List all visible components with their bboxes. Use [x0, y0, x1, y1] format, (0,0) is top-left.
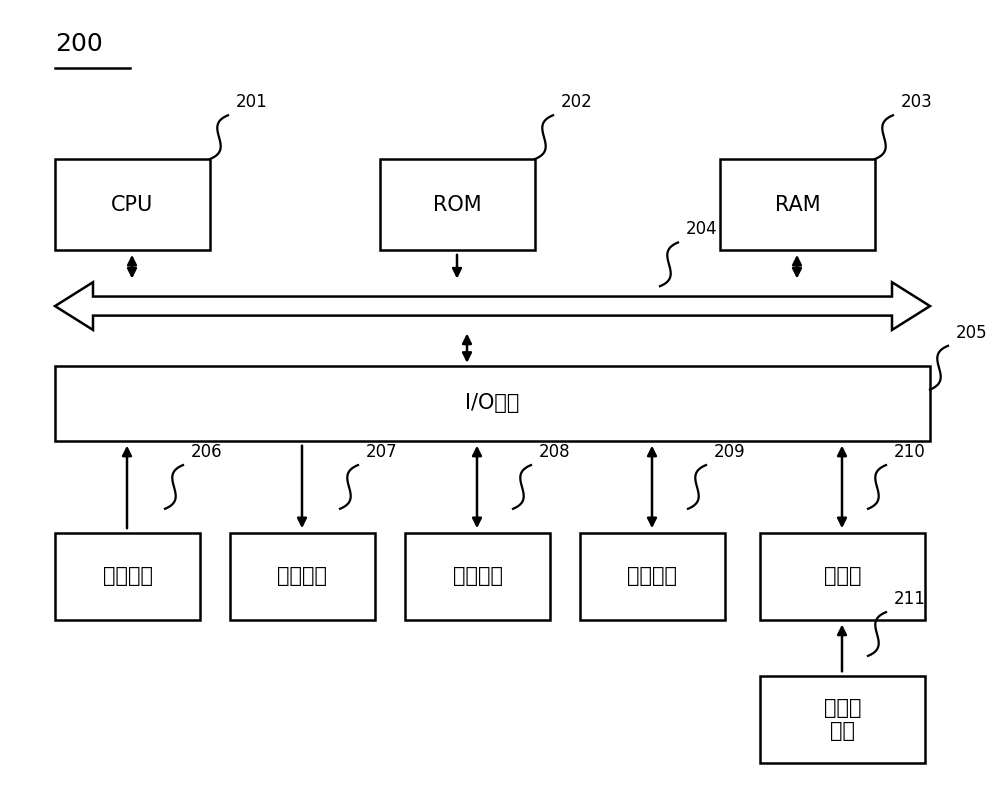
Text: 可拆卸
介质: 可拆卸 介质 [824, 698, 861, 741]
Text: 存储部分: 存储部分 [453, 566, 503, 587]
Bar [55, 533, 200, 620]
Text: 203: 203 [901, 93, 933, 111]
Text: 输出部分: 输出部分 [278, 566, 328, 587]
Bar [760, 676, 925, 763]
Text: 200: 200 [55, 32, 103, 56]
Polygon shape [55, 282, 930, 330]
Bar [55, 159, 210, 250]
Text: 208: 208 [539, 443, 571, 461]
Text: 206: 206 [191, 443, 223, 461]
Text: 驱动器: 驱动器 [824, 566, 861, 587]
Text: 202: 202 [561, 93, 593, 111]
Text: 207: 207 [366, 443, 398, 461]
Bar [380, 159, 535, 250]
Text: ROM: ROM [433, 195, 482, 215]
Text: 输入部分: 输入部分 [103, 566, 152, 587]
Text: 211: 211 [894, 590, 926, 608]
Text: 204: 204 [686, 220, 718, 238]
Text: RAM: RAM [775, 195, 820, 215]
Text: 通信部分: 通信部分 [628, 566, 678, 587]
Text: 210: 210 [894, 443, 926, 461]
Text: I/O接口: I/O接口 [465, 394, 520, 413]
Bar [580, 533, 725, 620]
Text: CPU: CPU [111, 195, 154, 215]
Text: 205: 205 [956, 324, 988, 342]
Bar [55, 366, 930, 441]
Bar [405, 533, 550, 620]
Text: 201: 201 [236, 93, 268, 111]
Bar [760, 533, 925, 620]
Bar [230, 533, 375, 620]
Bar [720, 159, 875, 250]
Text: 209: 209 [714, 443, 746, 461]
